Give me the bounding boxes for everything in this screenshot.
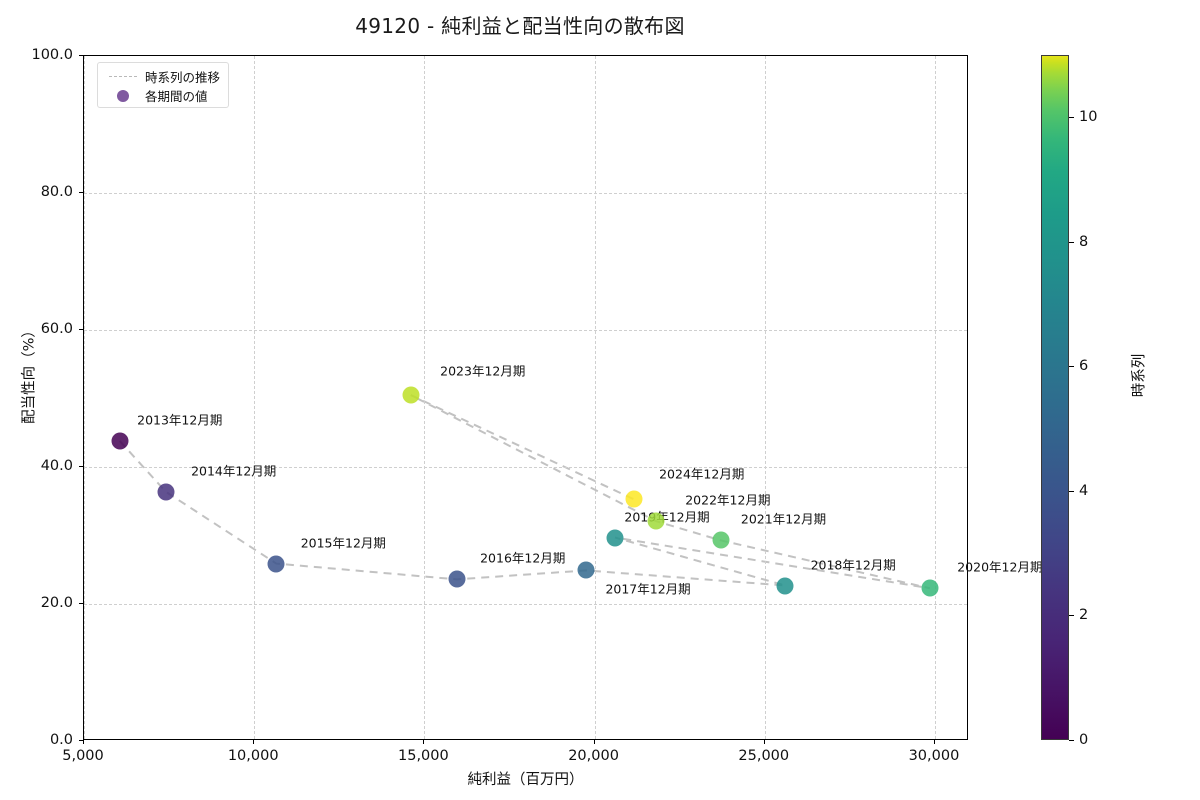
- timeseries-connector-line: [118, 394, 931, 590]
- data-point[interactable]: [157, 483, 175, 501]
- data-point[interactable]: [712, 531, 730, 549]
- data-point[interactable]: [647, 512, 665, 530]
- data-point-label: 2016年12月期: [480, 550, 566, 566]
- x-tick-mark: [933, 740, 935, 744]
- chart-title: 49120 - 純利益と配当性向の散布図: [355, 14, 685, 38]
- x-tick-label: 25,000: [738, 748, 790, 764]
- data-point[interactable]: [921, 579, 939, 597]
- x-tick-mark: [593, 740, 595, 744]
- colorbar-tick-mark: [1069, 490, 1074, 492]
- colorbar-gradient: [1041, 55, 1069, 740]
- gridline-vertical: [84, 56, 85, 739]
- y-tick-mark: [79, 466, 83, 467]
- plot-area: 2013年12月期 2014年12月期 2015年12月期 2016年12月期 2017…: [83, 55, 1042, 740]
- y-tick-mark: [79, 329, 83, 330]
- data-point-label: 2019年12月期: [624, 509, 710, 525]
- gridline-horizontal: [84, 467, 967, 468]
- y-tick-mark: [79, 603, 83, 604]
- data-point-label: 2014年12月期: [191, 463, 277, 479]
- x-tick-label: 30,000: [908, 748, 960, 764]
- dashed-line-icon: [104, 76, 142, 77]
- colorbar-tick-mark: [1069, 117, 1074, 119]
- gridline-horizontal: [84, 193, 967, 194]
- legend-label-trend: 時系列の推移: [145, 70, 221, 85]
- data-point[interactable]: [606, 529, 624, 547]
- y-tick-label: 80.0: [40, 184, 73, 200]
- colorbar-tick-label: 2: [1079, 607, 1089, 624]
- y-tick-label: 0.0: [49, 732, 73, 748]
- colorbar-tick-mark: [1069, 366, 1074, 368]
- y-tick-mark: [79, 740, 83, 741]
- colorbar-tick-label: 10: [1079, 109, 1098, 126]
- x-tick-label: 10,000: [227, 748, 279, 764]
- x-tick-label: 15,000: [398, 748, 449, 764]
- legend-entry-line: 時系列の推移: [104, 67, 222, 86]
- data-point-label: 2024年12月期: [659, 466, 745, 482]
- colorbar-label: 時系列: [1131, 353, 1148, 398]
- x-tick-mark: [83, 740, 84, 744]
- data-point[interactable]: [267, 555, 285, 573]
- data-point-label: 2023年12月期: [440, 363, 526, 379]
- colorbar-tick-mark: [1069, 615, 1074, 617]
- legend: 時系列の推移 各期間の値: [97, 62, 229, 108]
- data-point[interactable]: [625, 490, 643, 508]
- gridline-vertical: [934, 56, 936, 739]
- gridline-vertical: [764, 56, 766, 739]
- data-point-label: 2020年12月期: [957, 559, 1043, 575]
- colorbar-tick-mark: [1069, 241, 1074, 243]
- data-point-label: 2022年12月期: [685, 492, 771, 508]
- x-tick-mark: [763, 740, 765, 744]
- legend-entry-marker: 各期間の値: [104, 86, 222, 105]
- x-tick-mark: [253, 740, 255, 744]
- y-tick-label: 100.0: [31, 47, 73, 63]
- data-point[interactable]: [776, 577, 794, 594]
- data-point-label: 2017年12月期: [605, 581, 691, 597]
- y-tick-label: 40.0: [40, 458, 73, 474]
- data-point-label: 2015年12月期: [300, 535, 386, 551]
- legend-label-values: 各期間の値: [145, 89, 208, 104]
- data-point[interactable]: [577, 561, 595, 579]
- data-point-label: 2021年12月期: [740, 511, 827, 527]
- colorbar-tick-label: 6: [1079, 358, 1089, 375]
- gridline-horizontal: [84, 604, 967, 605]
- circle-marker-icon: [104, 89, 142, 102]
- data-point-label: 2018年12月期: [810, 557, 896, 572]
- data-point[interactable]: [402, 386, 420, 404]
- gridline-vertical: [424, 56, 426, 739]
- data-point-label: 2013年12月期: [137, 412, 223, 428]
- gridline-vertical: [594, 56, 596, 739]
- y-tick-mark: [79, 192, 83, 193]
- y-tick-label: 20.0: [40, 595, 73, 611]
- colorbar: 0 2 4 6 8 10: [1041, 55, 1097, 748]
- colorbar-tick-label: 4: [1079, 482, 1089, 499]
- x-tick-mark: [423, 740, 425, 744]
- colorbar-tick-label: 8: [1079, 233, 1089, 250]
- gridline-horizontal: [84, 330, 967, 331]
- y-tick-label: 60.0: [40, 321, 73, 337]
- colorbar-tick-label: 0: [1079, 732, 1089, 748]
- x-axis-label: 純利益（百万円）: [467, 772, 584, 788]
- data-point[interactable]: [111, 432, 129, 450]
- colorbar-tick-mark: [1069, 740, 1074, 741]
- y-tick-mark: [79, 55, 83, 56]
- x-tick-label: 5,000: [62, 748, 104, 764]
- gridline-vertical: [254, 56, 256, 739]
- x-tick-label: 20,000: [568, 748, 619, 764]
- data-point[interactable]: [448, 570, 466, 588]
